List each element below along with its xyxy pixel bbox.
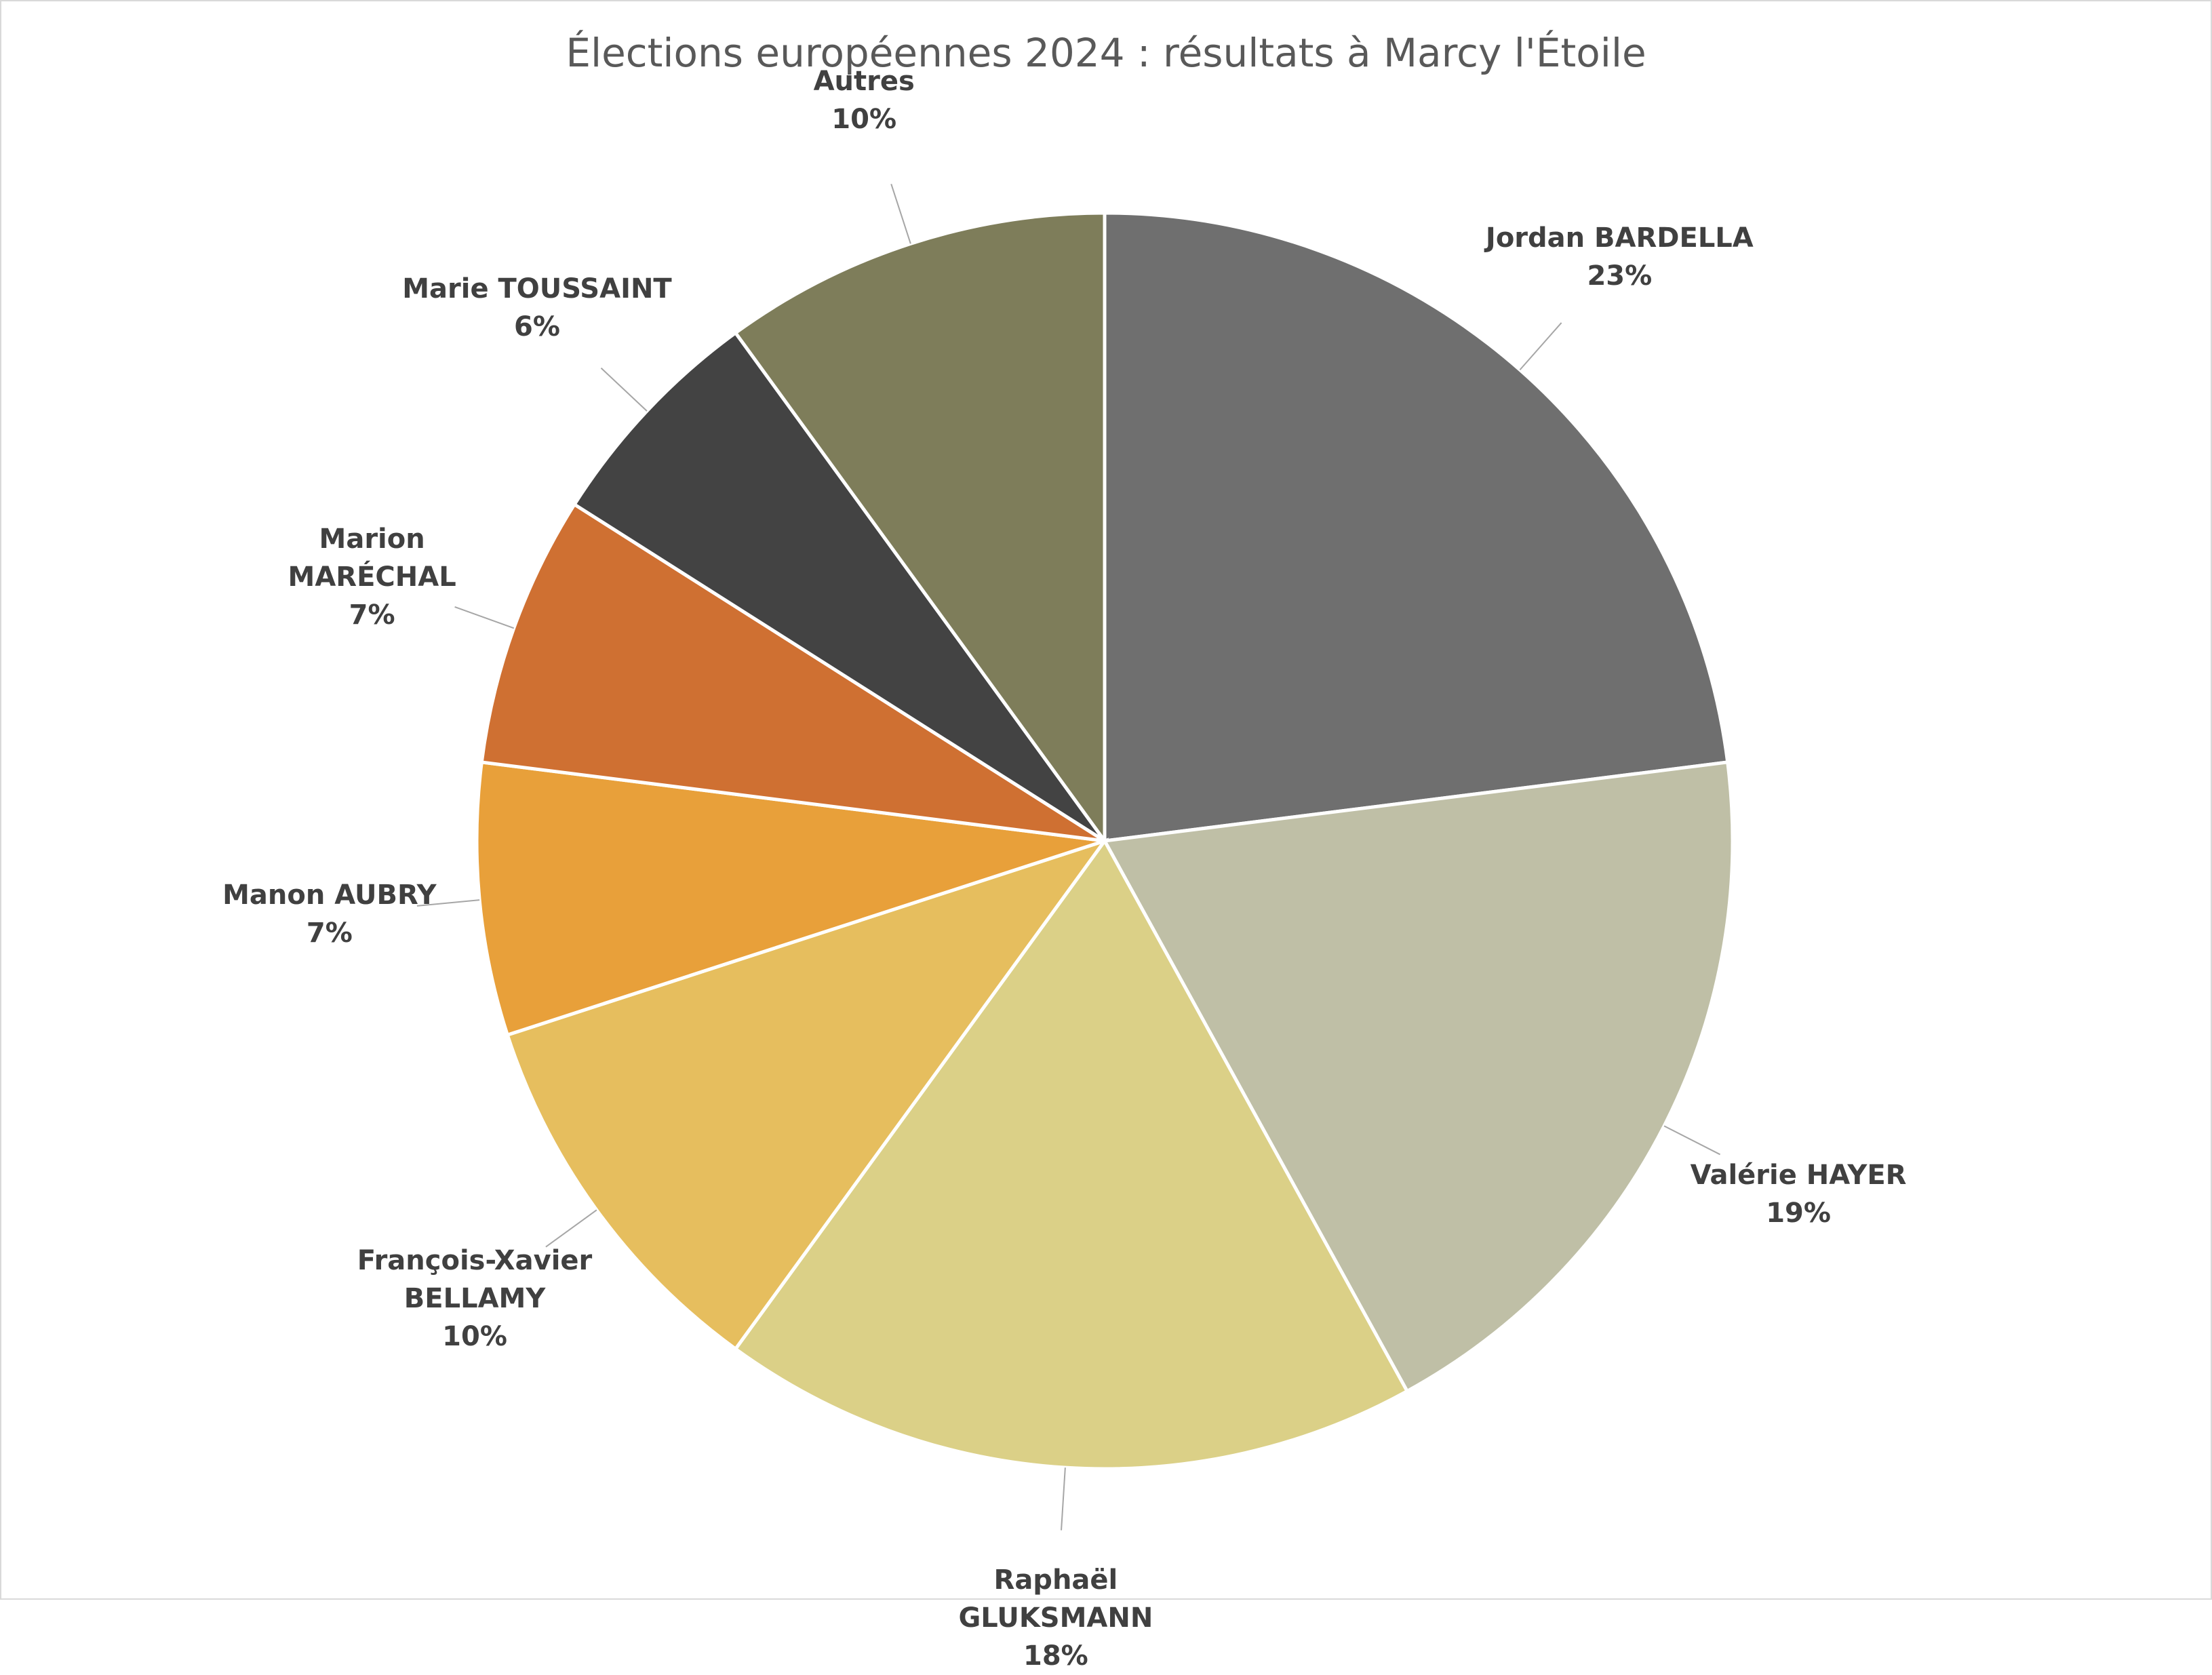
chart-frame: [0, 0, 2212, 1600]
data-label: Autres 10%: [814, 62, 915, 138]
label-value: 10%: [831, 103, 897, 135]
leader-line: [545, 1209, 597, 1248]
label-value: 10%: [442, 1320, 507, 1352]
label-name: Valérie HAYER: [1690, 1160, 1907, 1191]
leader-line: [1519, 322, 1562, 371]
data-label: Raphaël GLUKSMANN 18%: [920, 1561, 1191, 1675]
label-value: 7%: [306, 918, 353, 949]
label-name: Marion MARÉCHAL: [288, 524, 456, 593]
label-name: Jordan BARDELLA: [1485, 222, 1754, 254]
label-value: 19%: [1766, 1198, 1831, 1229]
pie-slice: [733, 838, 1410, 1471]
pie-slice: [1103, 211, 1730, 843]
label-name: François-Xavier BELLAMY: [357, 1244, 593, 1314]
data-label: Marie TOUSSAINT 6%: [402, 270, 671, 346]
label-value: 18%: [1023, 1640, 1088, 1672]
pie-slice: [475, 760, 1105, 1038]
leader-line: [1061, 1467, 1066, 1531]
data-label: Jordan BARDELLA 23%: [1486, 219, 1754, 295]
chart-title: Élections européennes 2024 : résultats à…: [566, 29, 1646, 76]
leader-line: [890, 183, 911, 244]
leader-line: [1663, 1125, 1721, 1156]
chart: Élections européennes 2024 : résultats à…: [416, 29, 1733, 1531]
data-label: François-Xavier BELLAMY 10%: [339, 1242, 610, 1356]
label-name: Autres: [813, 65, 915, 97]
pie-slice: [505, 838, 1109, 1352]
label-value: 6%: [514, 311, 560, 342]
label-value: 23%: [1587, 260, 1653, 292]
leader-line: [416, 899, 480, 907]
leader-line: [600, 367, 648, 412]
data-label: Valérie HAYER 19%: [1691, 1156, 1907, 1232]
label-value: 7%: [349, 599, 395, 631]
data-label: Manon AUBRY 7%: [222, 876, 436, 952]
pie-slice: [733, 211, 1107, 846]
label-name: Manon AUBRY: [222, 880, 437, 911]
pie-slice: [479, 502, 1106, 843]
data-label: Marion MARÉCHAL 7%: [237, 520, 508, 634]
label-name: Marie TOUSSAINT: [402, 273, 672, 304]
label-name: Raphaël GLUKSMANN: [958, 1564, 1153, 1634]
leader-line: [454, 606, 515, 629]
